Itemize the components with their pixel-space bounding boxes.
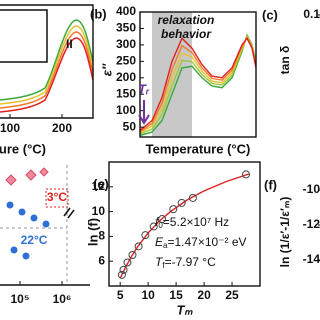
- axes-frame: [108, 161, 261, 287]
- y-tick-label: -12: [303, 217, 320, 231]
- y-axis-label: ε″: [99, 63, 114, 76]
- annotation: II: [66, 37, 73, 51]
- inset-box: [0, 9, 48, 63]
- x-axis-label: Temperature (°C): [146, 141, 251, 156]
- y-tick-label: 50: [123, 119, 137, 133]
- x-axis-label: Temperature (°C): [0, 141, 46, 156]
- curve: [0, 25, 94, 105]
- panel-c: (c) tan δ 0.1: [262, 7, 320, 74]
- panel-label: (c): [262, 7, 278, 22]
- charts: 50100150200250300350400(b)ε″Temperature …: [85, 4, 261, 317]
- series-line: [140, 36, 256, 131]
- annotation: Tf=-7.97 °C: [155, 255, 216, 270]
- diamond-markers: [5, 167, 49, 186]
- annotation: behavior: [161, 27, 212, 41]
- x-tick-label: 25: [225, 288, 239, 302]
- panel-label: (b): [90, 6, 107, 21]
- y-tick-label: -10: [303, 182, 320, 196]
- y-axis-label: ln (1/ε′-1/ε′ₘ): [278, 197, 292, 268]
- point: [134, 242, 143, 251]
- annotation-text: =1.47×10⁻² eV: [167, 235, 246, 249]
- y-tick-label: 100: [116, 103, 136, 117]
- curve: [0, 37, 94, 113]
- dot-markers: [6, 201, 50, 260]
- axes-frame: [139, 11, 257, 138]
- annotation-symbol: T: [155, 255, 164, 269]
- point: [123, 258, 132, 267]
- annotation-subscript: 0: [158, 221, 163, 230]
- annotation-symbol: f: [155, 215, 160, 229]
- point: [169, 205, 178, 214]
- panel-label: (e): [93, 176, 109, 191]
- y-tick-label: 8: [98, 229, 105, 243]
- point: [177, 198, 186, 207]
- x-tick-label: 200: [52, 121, 72, 135]
- y-tick-label: -14: [303, 252, 320, 266]
- point: [242, 170, 251, 179]
- x-tick-label: 20: [197, 288, 211, 302]
- x-tick-label: 10: [141, 288, 155, 302]
- x-tick-label: 10⁵: [11, 292, 30, 306]
- point: [158, 215, 167, 224]
- shaded-region: [152, 12, 192, 137]
- curve: [0, 31, 94, 109]
- point: [141, 231, 150, 240]
- y-tick-label: 350: [116, 21, 136, 35]
- point: [117, 270, 126, 279]
- annotation-symbol: E: [155, 235, 164, 249]
- x-axis-label: Tₘ: [176, 302, 193, 317]
- y-tick-label: 250: [116, 54, 136, 68]
- panel-f: (f) ln (1/ε′-1/ε′ₘ) -10 -12 -14: [264, 177, 320, 267]
- axes-frame: [0, 4, 94, 119]
- marker-arrow: [138, 100, 150, 125]
- panel-d: 3°C 22°C 10⁵ 10⁶: [0, 165, 90, 306]
- point: [128, 251, 137, 259]
- axis-break: [63, 207, 75, 219]
- annotation-text: =-7.97 °C: [165, 255, 216, 269]
- y-axis-label: ln (f): [85, 218, 100, 246]
- x-tick-label: 100: [0, 121, 20, 135]
- point: [119, 265, 128, 274]
- y-tick-label: 300: [116, 37, 136, 51]
- annotation: Ea=1.47×10⁻² eV: [155, 235, 247, 250]
- point: [149, 222, 158, 231]
- annotation: 3°C: [47, 190, 67, 204]
- y-axis-label: tan δ: [278, 46, 292, 75]
- annotation-subscript: a: [163, 241, 168, 250]
- annotation: f0=5.2×10⁷ Hz: [155, 215, 229, 230]
- curve: [0, 19, 94, 101]
- x-tick-label: 10⁶: [53, 292, 72, 306]
- annotation-subscript: f: [162, 261, 165, 270]
- y-tick-label: 400: [116, 4, 136, 18]
- x-tick-label: 5: [117, 288, 124, 302]
- marker-label: Tᵣ: [138, 81, 150, 96]
- annotation: relaxation: [158, 13, 215, 27]
- y-tick-label: 150: [116, 86, 136, 100]
- annotation: 22°C: [21, 233, 48, 247]
- series-group: [140, 33, 256, 137]
- annotation-text: =5.2×10⁷ Hz: [163, 215, 229, 229]
- point: [188, 193, 197, 202]
- panel-label: (f): [264, 177, 277, 192]
- y-tick-label: 200: [116, 70, 136, 84]
- y-tick-label: 0.1: [303, 7, 320, 21]
- panel-a: II 100 200 Temperature (°C): [0, 4, 94, 156]
- x-tick-label: 15: [169, 288, 183, 302]
- y-tick-label: 6: [98, 253, 105, 267]
- y-tick-label: 12: [92, 179, 106, 193]
- y-tick-label: 10: [92, 204, 106, 218]
